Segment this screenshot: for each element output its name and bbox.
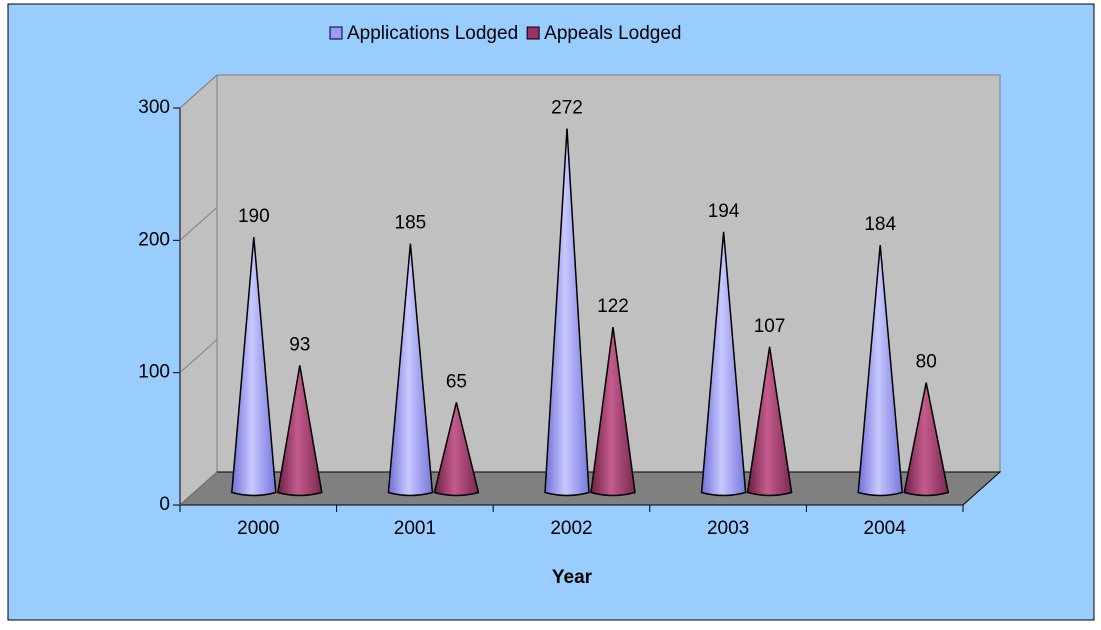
x-tick-label: 2000 — [237, 518, 279, 539]
cone — [746, 346, 793, 497]
value-label: 80 — [916, 352, 937, 373]
cone — [700, 231, 747, 497]
cone — [857, 244, 904, 497]
value-label: 93 — [289, 334, 310, 355]
cone — [387, 243, 434, 497]
y-tick-label: 100 — [138, 362, 170, 383]
grid-line — [179, 339, 218, 374]
x-tick-label: 2004 — [864, 518, 907, 539]
cone — [433, 402, 480, 497]
grid-line — [179, 471, 218, 506]
y-tick-label: 300 — [138, 97, 170, 118]
legend-label: Appeals Lodged — [544, 23, 681, 44]
value-label: 272 — [551, 98, 583, 119]
value-label: 185 — [395, 213, 427, 234]
side-wall — [179, 73, 218, 507]
x-tick-label: 2003 — [707, 518, 749, 539]
value-label: 190 — [238, 206, 270, 227]
legend-swatch — [329, 26, 343, 40]
cone — [276, 365, 323, 497]
y-tick-label: 0 — [159, 494, 170, 515]
cone — [544, 128, 590, 497]
value-label: 122 — [597, 296, 629, 317]
cone — [590, 326, 636, 497]
legend-label: Applications Lodged — [347, 23, 518, 44]
x-tick-label: 2001 — [394, 518, 436, 539]
y-tick-label: 200 — [138, 229, 170, 250]
cone — [230, 237, 277, 497]
value-label: 184 — [864, 214, 896, 235]
value-label: 65 — [446, 371, 467, 392]
value-label: 107 — [754, 316, 786, 337]
grid-line — [179, 206, 218, 241]
legend-swatch — [526, 26, 540, 40]
x-axis-title: Year — [552, 567, 593, 588]
value-label: 194 — [708, 201, 740, 222]
grid-line — [179, 74, 218, 109]
cone — [903, 382, 950, 497]
x-tick-label: 2002 — [550, 518, 592, 539]
